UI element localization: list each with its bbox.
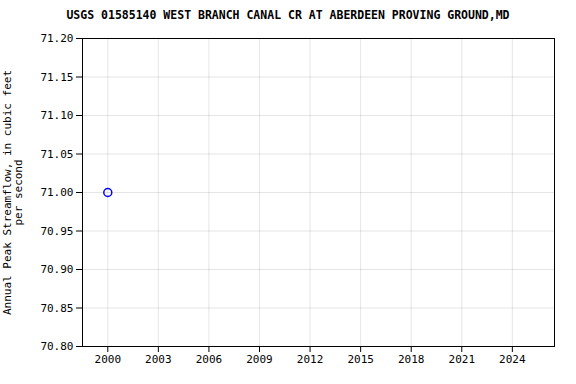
svg-text:70.90: 70.90 [40,263,73,276]
svg-text:71.00: 71.00 [40,186,73,199]
svg-text:70.85: 70.85 [40,302,73,315]
svg-text:2003: 2003 [145,353,172,366]
svg-text:2012: 2012 [297,353,324,366]
svg-text:2015: 2015 [347,353,374,366]
svg-text:71.20: 71.20 [40,32,73,45]
svg-text:71.15: 71.15 [40,71,73,84]
html-text:USGS 01585140 WEST BRANCH CANA: USGS 01585140 WEST BRANCH CANAL CR AT AB… [66,8,510,22]
svg-text:2018: 2018 [398,353,425,366]
svg-text:70.95: 70.95 [40,225,73,238]
svg-text:Annual Peak Streamflow, in cub: Annual Peak Streamflow, in cubic feetper… [1,70,25,315]
svg-text:2006: 2006 [196,353,223,366]
svg-text:2009: 2009 [246,353,273,366]
svg-text:2021: 2021 [449,353,476,366]
svg-text:71.10: 71.10 [40,109,73,122]
svg-text:2024: 2024 [499,353,526,366]
svg-text:2000: 2000 [95,353,122,366]
svg-text:70.80: 70.80 [40,340,73,353]
svg-text:71.05: 71.05 [40,148,73,161]
